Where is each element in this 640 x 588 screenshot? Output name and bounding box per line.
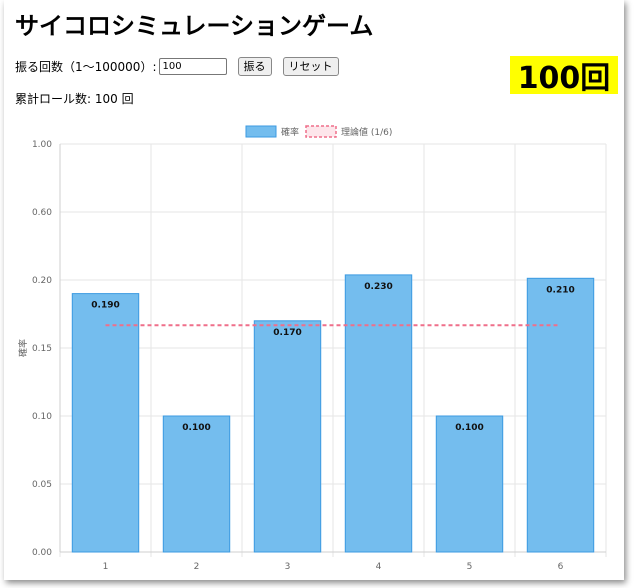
rolls-label: 振る回数（1〜100000）: (15, 59, 157, 74)
bar-value-label: 0.170 (273, 328, 301, 338)
legend-label-theory: 理論値 (1/6) (341, 126, 392, 138)
bar-face-4 (344, 274, 413, 553)
bar-value-label: 0.100 (182, 423, 210, 433)
bar-face-3 (253, 320, 322, 553)
y-tick-label: 0.10 (32, 412, 52, 422)
rolls-input[interactable] (158, 57, 227, 75)
bar-value-label: 0.230 (364, 282, 392, 292)
chart-legend: 確率 理論値 (1/6) (245, 125, 392, 138)
bar-face-5 (435, 415, 504, 553)
legend-swatch-probability[interactable] (245, 125, 277, 138)
y-tick-label: 0.60 (32, 208, 52, 218)
chart-labels: 0.00 0.05 0.10 0.15 0.20 0.60 1.00 0.190 1 0.100 2… (17, 140, 575, 572)
y-tick-label: 1.00 (32, 140, 52, 150)
y-tick-label: 0.20 (32, 276, 52, 286)
legend-swatch-theory[interactable] (305, 125, 337, 138)
roll-count-badge: 100回 (510, 56, 618, 96)
y-axis-title: 確率 (17, 339, 29, 357)
x-tick-label: 2 (194, 562, 200, 572)
chart-bars (71, 274, 595, 553)
page-title: サイコロシミュレーションゲーム (15, 12, 374, 40)
bar-face-6 (526, 277, 595, 553)
controls-row: 振る回数（1〜100000）: 振る リセット (15, 56, 350, 76)
y-tick-label: 0.05 (32, 480, 52, 490)
y-tick-label: 0.00 (32, 548, 52, 558)
bar-face-2 (162, 415, 231, 553)
roll-button[interactable]: 振る (237, 56, 272, 76)
x-tick-label: 5 (467, 562, 473, 572)
y-tick-label: 0.15 (32, 344, 52, 354)
bar-value-label: 0.100 (455, 423, 483, 433)
bar-value-label: 0.190 (91, 301, 119, 311)
total-rolls-text: 累計ロール数: 100 回 (15, 92, 134, 106)
bar-face-1 (71, 293, 140, 553)
x-tick-label: 4 (376, 562, 382, 572)
x-tick-label: 1 (103, 562, 109, 572)
legend-label-probability: 確率 (281, 126, 299, 138)
x-tick-label: 6 (558, 562, 564, 572)
chart-grid (59, 143, 607, 557)
bar-value-label: 0.210 (546, 285, 574, 295)
x-tick-label: 3 (285, 562, 291, 572)
reset-button[interactable]: リセット (282, 56, 339, 76)
